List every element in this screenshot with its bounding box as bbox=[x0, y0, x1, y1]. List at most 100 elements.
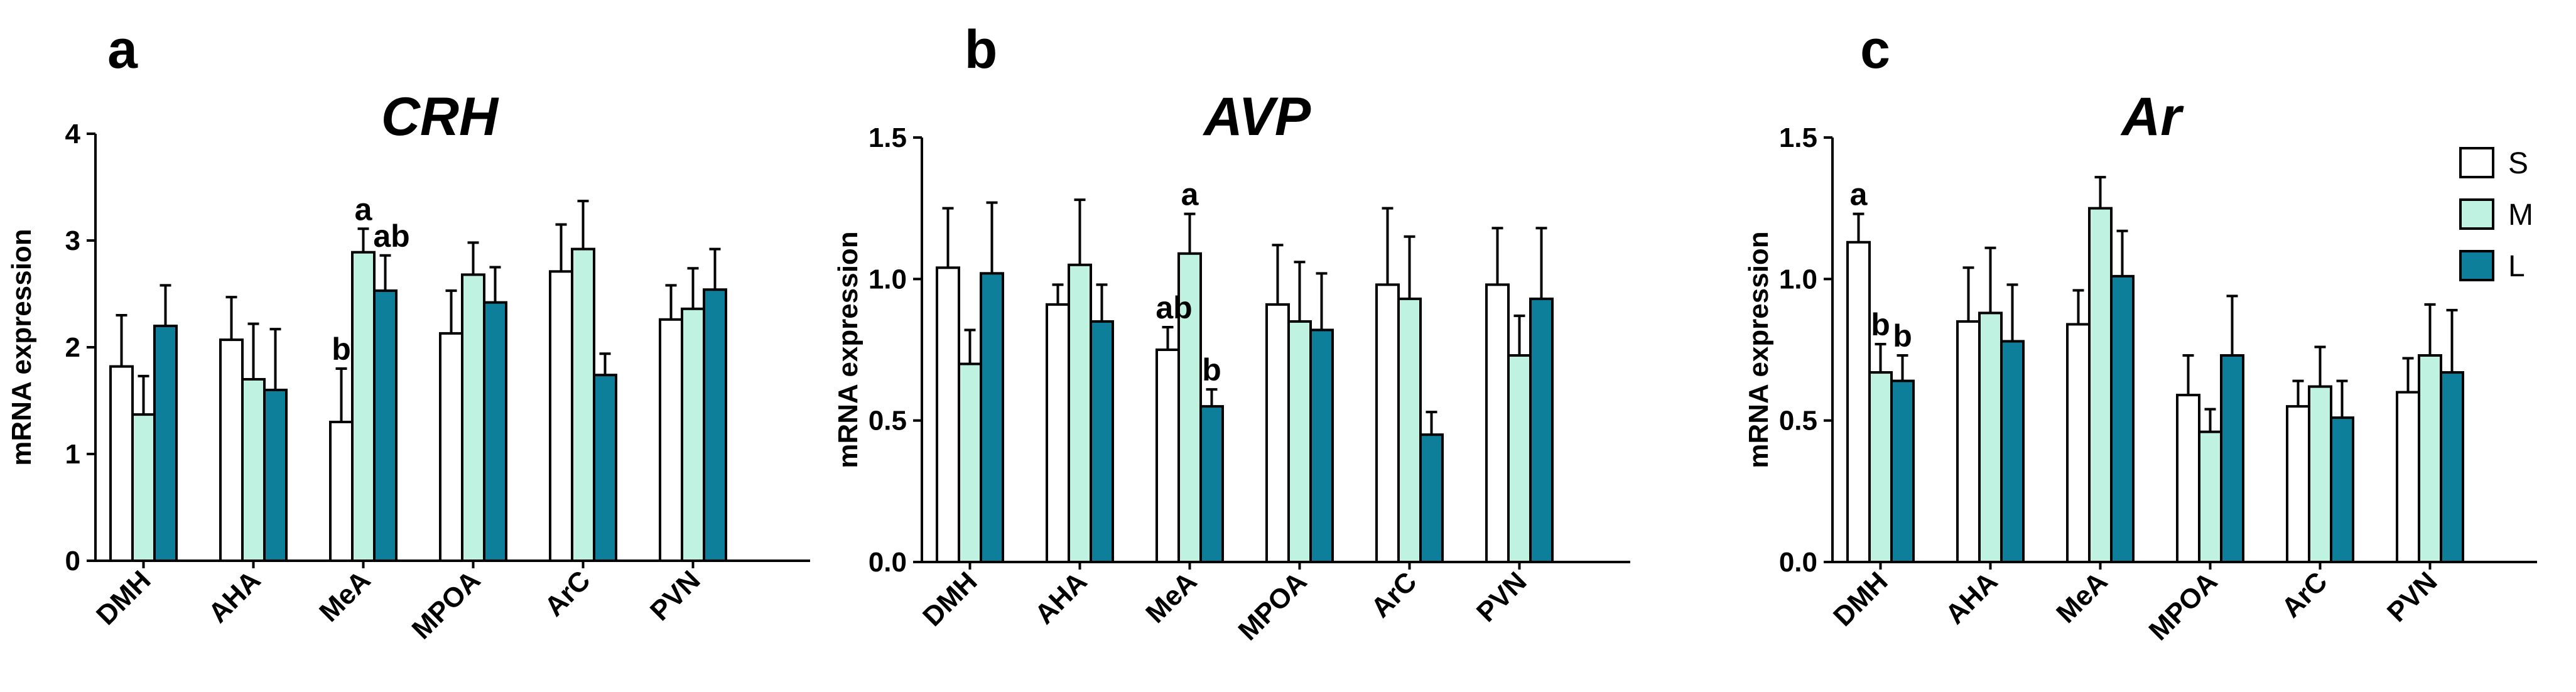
bar-S bbox=[2176, 394, 2200, 564]
y-tick-label: 0 bbox=[65, 546, 80, 576]
significance-label: a bbox=[355, 192, 373, 227]
bar-M bbox=[1978, 311, 2003, 563]
bar-L bbox=[980, 272, 1004, 563]
bar-M bbox=[241, 378, 266, 562]
bar-M bbox=[2418, 354, 2442, 563]
panel-letter: c bbox=[1860, 19, 1890, 80]
bar-L bbox=[2220, 354, 2244, 563]
significance-label: b bbox=[1893, 318, 1912, 354]
panel-letter: b bbox=[965, 19, 998, 80]
category-label: PVN bbox=[1471, 566, 1533, 628]
bar-S bbox=[1155, 349, 1180, 563]
y-tick-label: 2 bbox=[65, 332, 80, 363]
category-label: MPOA bbox=[406, 565, 487, 645]
bar-M bbox=[2088, 207, 2113, 563]
chart-panel-b: b AVP mRNA expression 0.0 0.5 1.0 1.5 DMH AHA MeA… bbox=[833, 19, 1630, 646]
y-tick-label: 0.0 bbox=[1779, 547, 1817, 578]
bar-L bbox=[153, 325, 178, 562]
y-axis-title: mRNA expression bbox=[833, 231, 863, 468]
category-label: DMH bbox=[1827, 566, 1894, 632]
y-tick-label: 1.5 bbox=[1779, 122, 1817, 153]
bar-M bbox=[461, 273, 485, 562]
y-tick-label: 3 bbox=[65, 225, 80, 256]
bar-M bbox=[1507, 354, 1532, 563]
significance-label: a bbox=[1181, 177, 1199, 212]
y-tick-label: 1.0 bbox=[869, 264, 907, 295]
category-label: DMH bbox=[90, 565, 157, 631]
significance-label: a bbox=[1850, 177, 1868, 212]
bar-M bbox=[131, 413, 156, 562]
legend-label: M bbox=[2508, 198, 2533, 232]
bar-M bbox=[571, 247, 595, 562]
bar-M bbox=[2308, 385, 2332, 563]
y-tick-label: 1.5 bbox=[869, 122, 907, 153]
bar-M bbox=[1287, 320, 1312, 563]
bar-S bbox=[1485, 283, 1510, 563]
legend-label: S bbox=[2508, 147, 2528, 180]
bar-M bbox=[1397, 297, 1422, 563]
panel-letter: a bbox=[107, 19, 138, 80]
category-label: MeA bbox=[2050, 566, 2113, 629]
legend-swatch-L bbox=[2459, 250, 2494, 281]
bar-S bbox=[1956, 320, 1981, 563]
significance-label: ab bbox=[1155, 290, 1192, 325]
y-axis-title: mRNA expression bbox=[1743, 231, 1774, 468]
legend-label: L bbox=[2508, 250, 2525, 283]
significance-label: b bbox=[332, 332, 351, 367]
y-tick-label: 1 bbox=[65, 439, 80, 470]
bar-L bbox=[1309, 328, 1334, 563]
category-label: AHA bbox=[1029, 566, 1093, 630]
y-axis-title: mRNA expression bbox=[6, 229, 37, 465]
bar-L bbox=[2000, 340, 2025, 563]
bar-M bbox=[2198, 430, 2222, 564]
bar-M bbox=[351, 251, 376, 562]
bar-L bbox=[373, 289, 398, 562]
chart-panel-c: c Ar mRNA expression 0.0 0.5 1.0 1.5 DMH AHA MeA M… bbox=[1743, 19, 2537, 646]
bar-M bbox=[1868, 371, 1893, 563]
bar-S bbox=[1046, 303, 1070, 563]
chart-title: AVP bbox=[1203, 87, 1311, 147]
bar-L bbox=[1090, 320, 1114, 563]
category-label: AHA bbox=[1940, 566, 2004, 630]
bar-M bbox=[1068, 263, 1092, 563]
bar-S bbox=[2066, 323, 2091, 563]
category-label: PVN bbox=[2381, 566, 2443, 628]
significance-label: ab bbox=[373, 219, 409, 254]
category-label: MPOA bbox=[2143, 566, 2224, 646]
bar-S bbox=[2396, 391, 2420, 563]
legend-swatch-S bbox=[2459, 147, 2494, 178]
bar-L bbox=[2440, 371, 2464, 563]
y-tick-label: 0.5 bbox=[869, 406, 907, 436]
bar-S bbox=[2286, 405, 2310, 564]
bar-L bbox=[483, 301, 507, 562]
chart-area: a CRH mRNA expression 0 1 2 3 4 DMH AHA MeA MPOA ArC… bbox=[6, 19, 2537, 646]
category-label: ArC bbox=[2276, 566, 2334, 624]
bar-S bbox=[659, 318, 683, 562]
chart-title: CRH bbox=[381, 87, 499, 147]
bar-L bbox=[263, 389, 288, 562]
chart-title: Ar bbox=[2120, 87, 2184, 147]
significance-label: b bbox=[1871, 307, 1890, 342]
category-label: AHA bbox=[203, 565, 267, 629]
bar-S bbox=[936, 266, 960, 563]
bar-S bbox=[1375, 283, 1400, 563]
bar-L bbox=[1199, 405, 1224, 564]
significance-label: b bbox=[1202, 352, 1221, 387]
bar-L bbox=[1529, 297, 1554, 563]
bar-S bbox=[1265, 303, 1290, 563]
bar-S bbox=[1846, 241, 1871, 563]
bar-L bbox=[593, 374, 617, 562]
bar-L bbox=[1419, 433, 1444, 564]
category-label: ArC bbox=[1365, 566, 1423, 624]
bar-S bbox=[329, 421, 354, 562]
category-label: MeA bbox=[313, 565, 376, 627]
y-tick-label: 0.5 bbox=[1779, 406, 1817, 436]
bar-L bbox=[703, 288, 727, 562]
bar-S bbox=[549, 270, 573, 562]
category-label: MPOA bbox=[1233, 566, 1313, 646]
category-label: DMH bbox=[917, 566, 983, 632]
bar-L bbox=[2110, 274, 2135, 563]
category-label: MeA bbox=[1140, 566, 1203, 629]
bar-S bbox=[109, 365, 134, 562]
